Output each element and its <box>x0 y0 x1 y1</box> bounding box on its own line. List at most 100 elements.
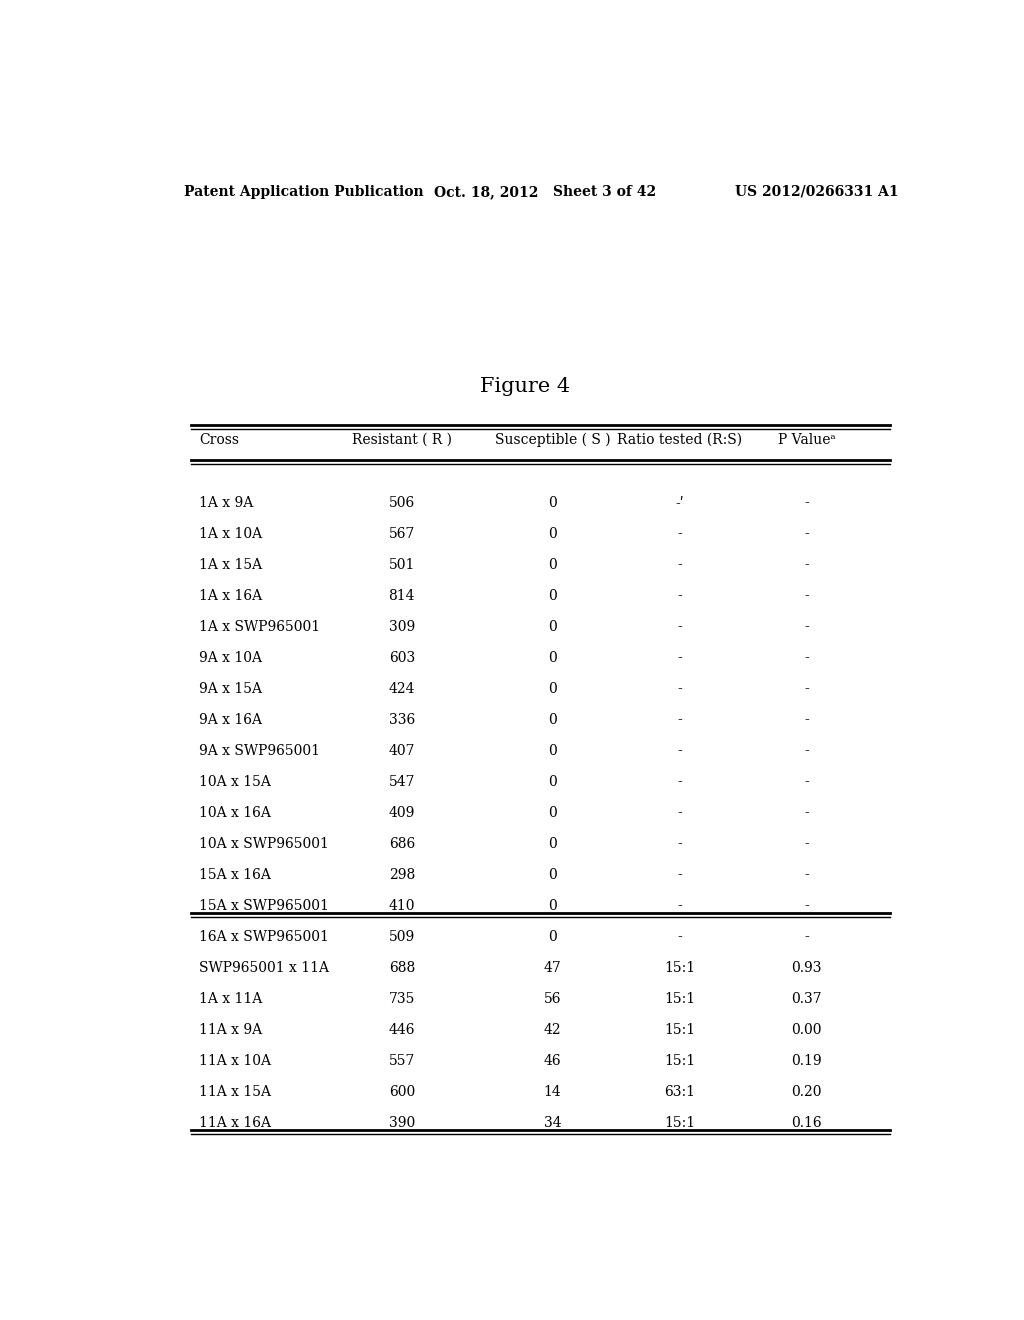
Text: 15:1: 15:1 <box>664 993 695 1006</box>
Text: -: - <box>804 589 809 603</box>
Text: SWP965001 x 11A: SWP965001 x 11A <box>200 961 330 975</box>
Text: 814: 814 <box>388 589 415 603</box>
Text: 0: 0 <box>548 807 557 820</box>
Text: -: - <box>804 775 809 789</box>
Text: 0.19: 0.19 <box>792 1055 822 1068</box>
Text: 15:1: 15:1 <box>664 1055 695 1068</box>
Text: 15A x 16A: 15A x 16A <box>200 869 271 882</box>
Text: 0: 0 <box>548 589 557 603</box>
Text: -: - <box>677 837 682 851</box>
Text: -: - <box>677 899 682 913</box>
Text: 1A x 11A: 1A x 11A <box>200 993 263 1006</box>
Text: 10A x 16A: 10A x 16A <box>200 807 271 820</box>
Text: 686: 686 <box>389 837 415 851</box>
Text: Susceptible ( S ): Susceptible ( S ) <box>495 433 610 447</box>
Text: 14: 14 <box>544 1085 561 1100</box>
Text: 16A x SWP965001: 16A x SWP965001 <box>200 931 330 944</box>
Text: 34: 34 <box>544 1117 561 1130</box>
Text: -: - <box>804 682 809 697</box>
Text: -: - <box>804 807 809 820</box>
Text: 0.37: 0.37 <box>792 993 822 1006</box>
Text: 600: 600 <box>389 1085 415 1100</box>
Text: 409: 409 <box>388 807 415 820</box>
Text: Sheet 3 of 42: Sheet 3 of 42 <box>553 185 655 199</box>
Text: -: - <box>804 837 809 851</box>
Text: 9A x 15A: 9A x 15A <box>200 682 262 697</box>
Text: 0: 0 <box>548 620 557 635</box>
Text: 735: 735 <box>388 993 415 1006</box>
Text: -: - <box>804 620 809 635</box>
Text: 688: 688 <box>389 961 415 975</box>
Text: 336: 336 <box>389 713 415 727</box>
Text: -: - <box>677 869 682 882</box>
Text: 410: 410 <box>388 899 415 913</box>
Text: 1A x 9A: 1A x 9A <box>200 496 254 511</box>
Text: 15:1: 15:1 <box>664 1117 695 1130</box>
Text: -: - <box>677 931 682 944</box>
Text: 506: 506 <box>389 496 415 511</box>
Text: -: - <box>677 807 682 820</box>
Text: 11A x 9A: 11A x 9A <box>200 1023 262 1038</box>
Text: 446: 446 <box>388 1023 415 1038</box>
Text: 547: 547 <box>388 775 415 789</box>
Text: Patent Application Publication: Patent Application Publication <box>183 185 423 199</box>
Text: -: - <box>804 869 809 882</box>
Text: 0.00: 0.00 <box>792 1023 822 1038</box>
Text: -: - <box>804 496 809 511</box>
Text: -: - <box>677 528 682 541</box>
Text: 0: 0 <box>548 899 557 913</box>
Text: -: - <box>677 589 682 603</box>
Text: 1A x SWP965001: 1A x SWP965001 <box>200 620 321 635</box>
Text: 0: 0 <box>548 744 557 759</box>
Text: P Valueᵃ: P Valueᵃ <box>777 433 836 447</box>
Text: -: - <box>804 528 809 541</box>
Text: -: - <box>677 713 682 727</box>
Text: 10A x 15A: 10A x 15A <box>200 775 271 789</box>
Text: 11A x 16A: 11A x 16A <box>200 1117 271 1130</box>
Text: -: - <box>677 651 682 665</box>
Text: 46: 46 <box>544 1055 561 1068</box>
Text: 0: 0 <box>548 869 557 882</box>
Text: Ratio tested (R:S): Ratio tested (R:S) <box>617 433 742 447</box>
Text: 407: 407 <box>388 744 415 759</box>
Text: Figure 4: Figure 4 <box>479 378 570 396</box>
Text: 0: 0 <box>548 528 557 541</box>
Text: 10A x SWP965001: 10A x SWP965001 <box>200 837 330 851</box>
Text: 42: 42 <box>544 1023 561 1038</box>
Text: 11A x 15A: 11A x 15A <box>200 1085 271 1100</box>
Text: 1A x 10A: 1A x 10A <box>200 528 262 541</box>
Text: -: - <box>677 558 682 573</box>
Text: 390: 390 <box>389 1117 415 1130</box>
Text: -: - <box>804 651 809 665</box>
Text: 0: 0 <box>548 775 557 789</box>
Text: 309: 309 <box>389 620 415 635</box>
Text: 509: 509 <box>389 931 415 944</box>
Text: -: - <box>804 744 809 759</box>
Text: -: - <box>804 713 809 727</box>
Text: -: - <box>677 775 682 789</box>
Text: 0: 0 <box>548 713 557 727</box>
Text: -: - <box>677 620 682 635</box>
Text: -: - <box>677 744 682 759</box>
Text: -: - <box>677 682 682 697</box>
Text: 15:1: 15:1 <box>664 961 695 975</box>
Text: 0: 0 <box>548 651 557 665</box>
Text: 424: 424 <box>388 682 415 697</box>
Text: 0: 0 <box>548 837 557 851</box>
Text: 567: 567 <box>388 528 415 541</box>
Text: 0: 0 <box>548 496 557 511</box>
Text: -: - <box>804 899 809 913</box>
Text: 15A x SWP965001: 15A x SWP965001 <box>200 899 330 913</box>
Text: 501: 501 <box>388 558 415 573</box>
Text: 0.20: 0.20 <box>792 1085 822 1100</box>
Text: 9A x 10A: 9A x 10A <box>200 651 262 665</box>
Text: 11A x 10A: 11A x 10A <box>200 1055 271 1068</box>
Text: 0: 0 <box>548 682 557 697</box>
Text: 0.93: 0.93 <box>792 961 822 975</box>
Text: 63:1: 63:1 <box>664 1085 695 1100</box>
Text: -: - <box>804 931 809 944</box>
Text: Oct. 18, 2012: Oct. 18, 2012 <box>433 185 538 199</box>
Text: 9A x SWP965001: 9A x SWP965001 <box>200 744 321 759</box>
Text: -: - <box>804 558 809 573</box>
Text: Resistant ( R ): Resistant ( R ) <box>352 433 452 447</box>
